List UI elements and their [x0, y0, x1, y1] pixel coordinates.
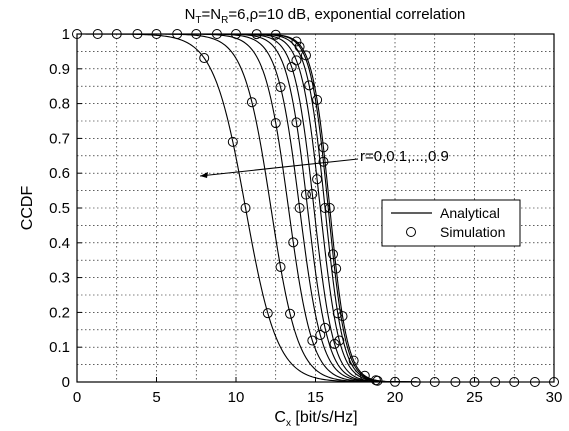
- simulation-point: [318, 156, 329, 167]
- simulation-point: [320, 203, 331, 213]
- legend: Analytical Simulation: [381, 199, 521, 247]
- x-tick-label: 30: [546, 389, 563, 406]
- x-tick-label: 5: [152, 389, 160, 406]
- simulation-point: [270, 29, 281, 40]
- simulation-point: [291, 36, 302, 47]
- y-tick-label: 0.6: [49, 165, 70, 182]
- simulation-point: [262, 308, 273, 319]
- annotation-arrowhead: [200, 172, 208, 178]
- simulation-point: [291, 117, 302, 128]
- simulation-point: [318, 142, 329, 153]
- y-tick-labels: 0 0.1 0.2 0.3 0.4 0.5 0.6 0.7 0.8 0.9 1: [49, 26, 82, 391]
- simulation-point: [331, 263, 342, 274]
- legend-entry-analytical: Analytical: [440, 205, 500, 221]
- simulation-point: [320, 322, 331, 333]
- y-tick-label: 0.4: [49, 235, 70, 252]
- y-tick-label: 0.1: [49, 339, 70, 356]
- simulation-point: [288, 237, 299, 248]
- annotation-label: r=0,0.1,...,0.9: [360, 148, 449, 165]
- simulation-point: [275, 261, 286, 272]
- simulation-point: [227, 136, 238, 147]
- y-axis-label: CCDF: [19, 186, 36, 231]
- simulation-point: [199, 53, 210, 64]
- simulation-point: [327, 249, 338, 260]
- y-tick-label: 0.3: [49, 270, 70, 287]
- simulation-point: [312, 174, 323, 185]
- simulation-point: [359, 370, 370, 381]
- x-tick-label: 0: [73, 389, 81, 406]
- annotation-arrow: [199, 158, 359, 177]
- simulation-point: [240, 203, 251, 213]
- simulation-point: [315, 330, 326, 341]
- simulation-point: [372, 375, 383, 386]
- simulation-point: [270, 118, 281, 129]
- simulation-point: [286, 61, 297, 72]
- x-tick-labels: 0 5 10 15 20 25 30: [73, 377, 563, 406]
- simulation-point: [307, 335, 318, 346]
- y-tick-label: 1: [62, 26, 70, 43]
- legend-circle-marker: [406, 227, 416, 237]
- simulation-point: [300, 50, 311, 61]
- simulation-point: [291, 55, 302, 66]
- x-tick-label: 25: [466, 389, 483, 406]
- simulation-point: [294, 203, 305, 213]
- y-tick-label: 0.2: [49, 304, 70, 321]
- y-tick-label: 0.7: [49, 130, 70, 147]
- y-tick-label: 0: [62, 374, 70, 391]
- x-tick-label: 10: [228, 389, 245, 406]
- simulation-point: [300, 189, 311, 200]
- x-tick-label: 20: [387, 389, 404, 406]
- legend-box: [381, 199, 521, 247]
- legend-entry-simulation: Simulation: [440, 224, 505, 240]
- simulation-point: [329, 338, 340, 349]
- y-tick-label: 0.9: [49, 61, 70, 78]
- simulation-point: [294, 41, 305, 52]
- simulation-point: [332, 308, 343, 319]
- y-tick-label: 0.5: [49, 200, 70, 217]
- simulation-point: [246, 97, 257, 108]
- simulation-point: [275, 82, 286, 93]
- y-tick-label: 0.8: [49, 96, 70, 113]
- simulation-point: [324, 203, 335, 213]
- simulation-point: [348, 355, 359, 366]
- simulation-point: [304, 80, 315, 91]
- simulation-point: [337, 311, 348, 322]
- x-tick-label: 15: [307, 389, 324, 406]
- simulation-point: [312, 94, 323, 105]
- simulation-point: [285, 308, 296, 319]
- x-axis-label: Cx [bit/s/Hz]: [274, 409, 357, 429]
- chart-title: NT=NR=6,ρ=10 dB, exponential correlation: [185, 6, 466, 26]
- simulation-point: [307, 188, 318, 199]
